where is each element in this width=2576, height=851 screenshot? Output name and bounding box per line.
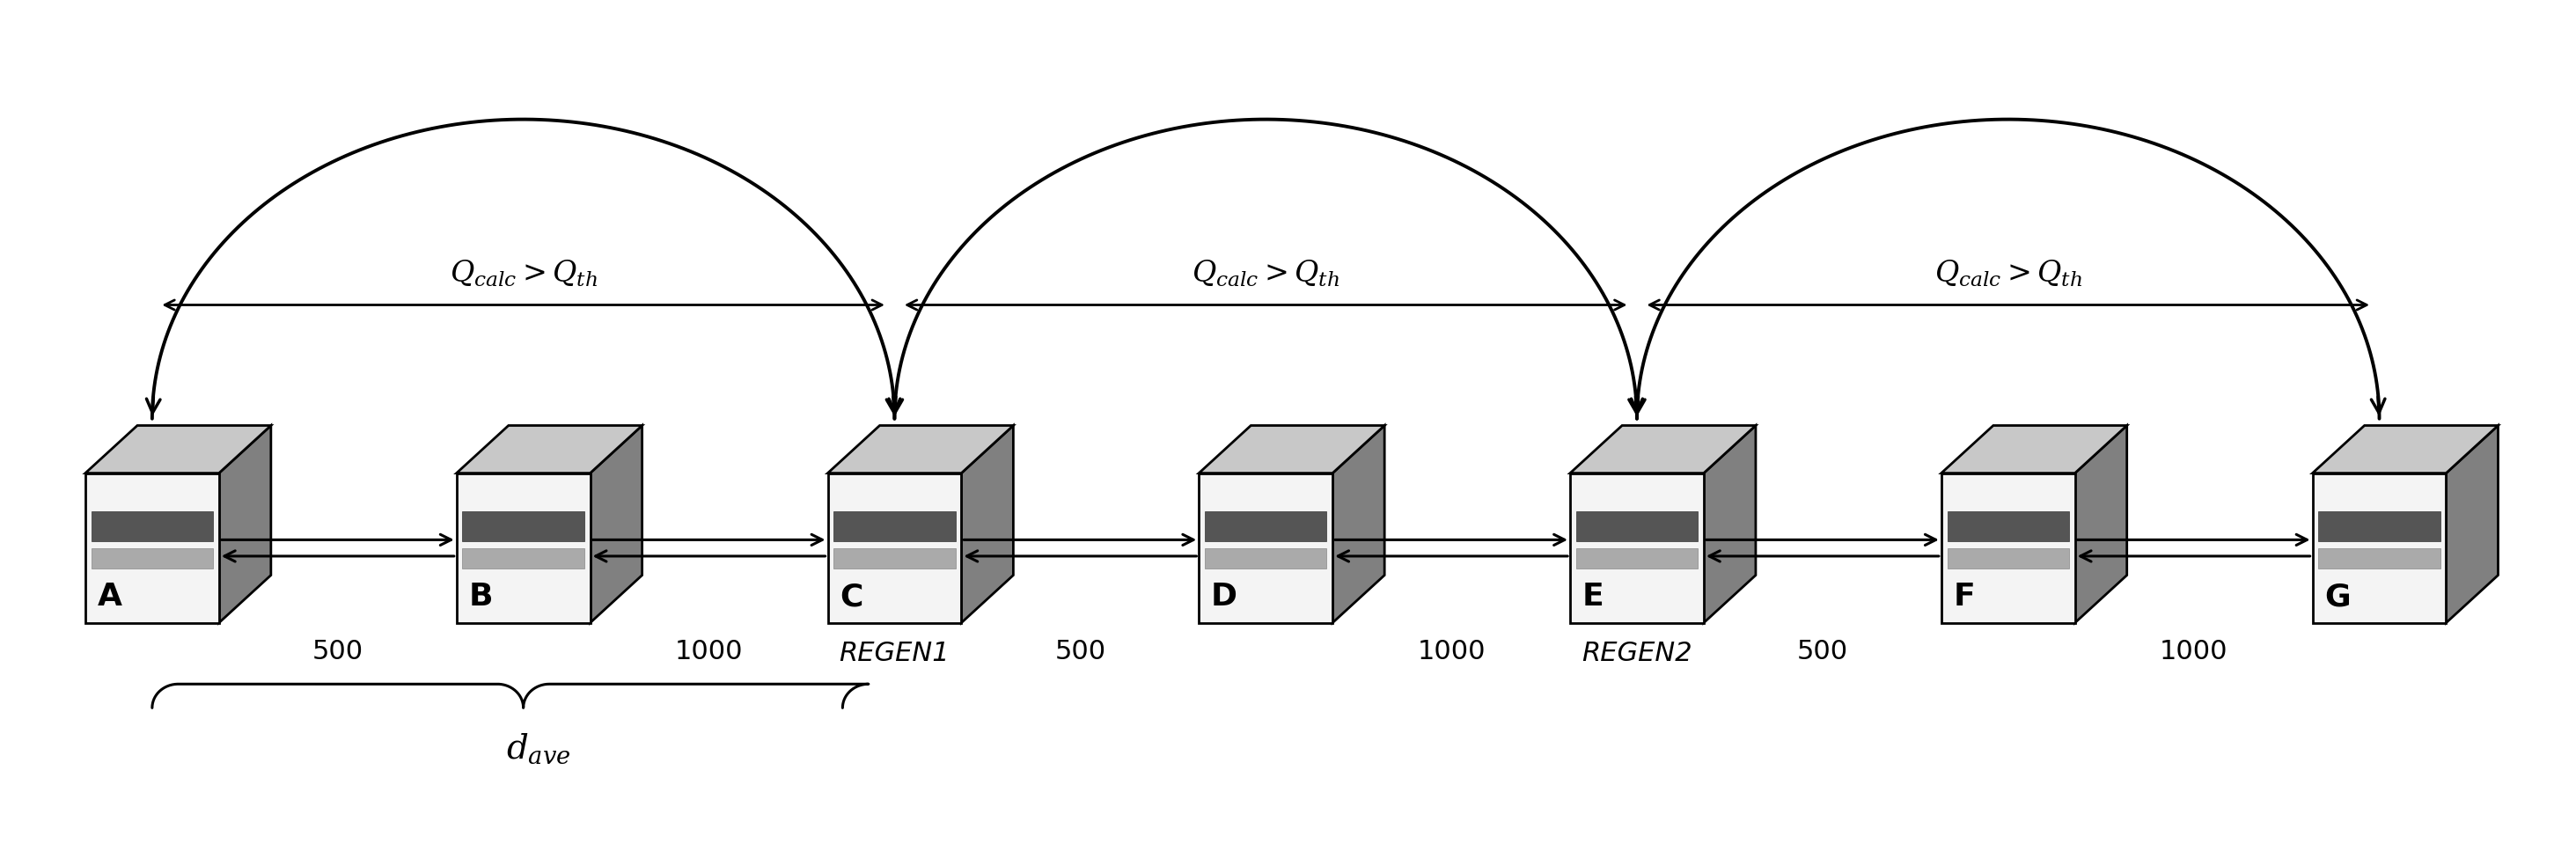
Text: 1000: 1000 [675,639,742,665]
Polygon shape [464,511,585,541]
Polygon shape [2313,473,2447,623]
Polygon shape [1198,426,1383,473]
Polygon shape [90,548,214,568]
Polygon shape [590,426,641,623]
Text: 1000: 1000 [2159,639,2228,665]
Polygon shape [2318,548,2439,568]
Polygon shape [456,473,590,623]
Text: D: D [1211,582,1236,612]
Text: $Q_{calc}>Q_{th}$: $Q_{calc}>Q_{th}$ [1193,259,1340,288]
Polygon shape [1942,426,2128,473]
Polygon shape [1571,473,1703,623]
Text: E: E [1582,582,1605,612]
Text: 1000: 1000 [1417,639,1486,665]
Polygon shape [464,548,585,568]
Polygon shape [1947,548,2069,568]
Polygon shape [2447,426,2499,623]
Text: C: C [840,582,863,612]
Text: $Q_{calc}>Q_{th}$: $Q_{calc}>Q_{th}$ [448,259,598,288]
Text: A: A [98,582,121,612]
Polygon shape [961,426,1012,623]
Polygon shape [835,548,956,568]
Polygon shape [1206,511,1327,541]
Polygon shape [1703,426,1757,623]
Polygon shape [827,473,961,623]
Text: REGEN1: REGEN1 [840,641,951,666]
Text: B: B [469,582,492,612]
Polygon shape [1206,548,1327,568]
Polygon shape [85,426,270,473]
Polygon shape [2074,426,2128,623]
Polygon shape [456,426,641,473]
Text: REGEN2: REGEN2 [1582,641,1692,666]
Polygon shape [1198,473,1332,623]
Polygon shape [1577,548,1698,568]
Polygon shape [90,511,214,541]
Text: 500: 500 [312,639,363,665]
Polygon shape [1577,511,1698,541]
Polygon shape [1942,473,2074,623]
Polygon shape [2313,426,2499,473]
Polygon shape [835,511,956,541]
Polygon shape [85,473,219,623]
Text: F: F [1953,582,1976,612]
Text: $Q_{calc}>Q_{th}$: $Q_{calc}>Q_{th}$ [1935,259,2081,288]
Text: 500: 500 [1798,639,1847,665]
Polygon shape [1332,426,1383,623]
Polygon shape [1947,511,2069,541]
Text: 500: 500 [1054,639,1105,665]
Text: G: G [2324,582,2349,612]
Polygon shape [827,426,1012,473]
Polygon shape [2318,511,2439,541]
Polygon shape [1571,426,1757,473]
Text: $d_{ave}$: $d_{ave}$ [505,733,569,766]
Polygon shape [219,426,270,623]
